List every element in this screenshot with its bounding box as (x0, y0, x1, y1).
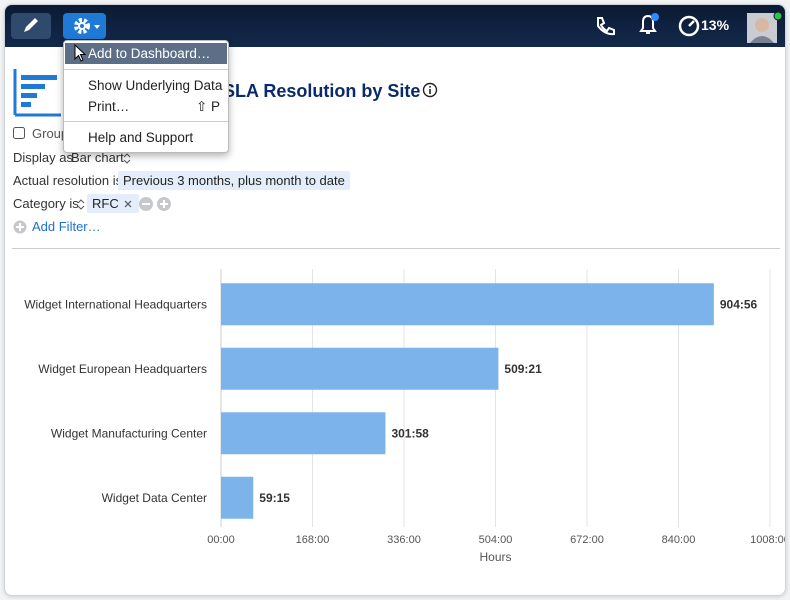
report-card: 13% SLA Resolution by Site Group Display… (4, 4, 786, 596)
menu-item[interactable]: Print… (88, 99, 130, 114)
sort-arrows (77, 199, 85, 210)
x-tick-label: 672:00 (570, 534, 604, 546)
x-tick-label: 336:00 (387, 534, 421, 546)
menu-item[interactable]: Show Underlying Data (88, 78, 223, 93)
remove-icon[interactable] (123, 199, 133, 209)
y-tick-label: Widget European Headquarters (38, 362, 207, 376)
menu-separator (64, 69, 228, 70)
avatar[interactable] (747, 11, 783, 45)
y-tick-label: Widget Manufacturing Center (51, 426, 207, 440)
sort-arrows (123, 153, 131, 164)
y-tick-label: Widget Data Center (102, 491, 207, 505)
x-axis-label: Hours (479, 550, 511, 564)
settings-button[interactable] (63, 13, 106, 39)
filter-buttons[interactable] (138, 196, 172, 212)
phone-icon[interactable] (593, 14, 617, 38)
bar (221, 347, 499, 390)
value-label: 904:56 (720, 297, 758, 311)
value-label: 509:21 (504, 362, 542, 376)
bar (221, 412, 386, 455)
display-value[interactable]: Bar chart (71, 150, 124, 165)
display-label: Display as (13, 150, 73, 165)
x-tick-label: 504:00 (479, 534, 513, 546)
resolution-chip[interactable]: Previous 3 months, plus month to date (118, 171, 350, 190)
stat-text: 13% (701, 17, 730, 33)
divider (12, 248, 780, 249)
group-label: Group (32, 126, 69, 141)
menu-item[interactable]: Help and Support (88, 130, 194, 145)
category-label: Category is (13, 196, 79, 211)
x-tick-label: 168:00 (296, 534, 330, 546)
value-label: 301:58 (391, 426, 429, 440)
bar (221, 283, 714, 326)
pencil-icon (24, 18, 38, 32)
cursor-icon (74, 44, 87, 62)
settings-menu: Add to Dashboard… Show Underlying Data P… (63, 40, 229, 153)
value-label: 59:15 (259, 491, 290, 505)
chart: 00:00 168:00 336:00 504:00 672:00 840:00 1008:… (24, 269, 785, 564)
y-tick-label: Widget International Headquarters (24, 297, 207, 311)
menu-separator (64, 121, 228, 122)
x-tick-label: 840:00 (662, 534, 696, 546)
category-chip[interactable]: RFC (87, 194, 139, 213)
x-tick-label: 1008:00 (750, 534, 785, 546)
gear-icon (74, 18, 100, 34)
x-tick-label: 00:00 (207, 534, 235, 546)
report-title: SLA Resolution by Site (223, 81, 421, 101)
bar (221, 476, 254, 519)
edit-button[interactable] (11, 13, 51, 39)
report-icon (13, 69, 61, 117)
menu-item[interactable]: Add to Dashboard… (88, 46, 211, 61)
add-filter-link[interactable]: Add Filter… (32, 219, 101, 234)
group-checkbox[interactable] (13, 127, 25, 139)
add-icon (13, 220, 27, 234)
resolution-label: Actual resolution is (13, 173, 123, 188)
bell-icon[interactable] (635, 11, 661, 39)
info-icon[interactable] (422, 82, 438, 98)
menu-highlight (65, 43, 227, 64)
gauge-icon (678, 15, 700, 37)
menu-shortcut: ⇧ P (196, 99, 221, 114)
